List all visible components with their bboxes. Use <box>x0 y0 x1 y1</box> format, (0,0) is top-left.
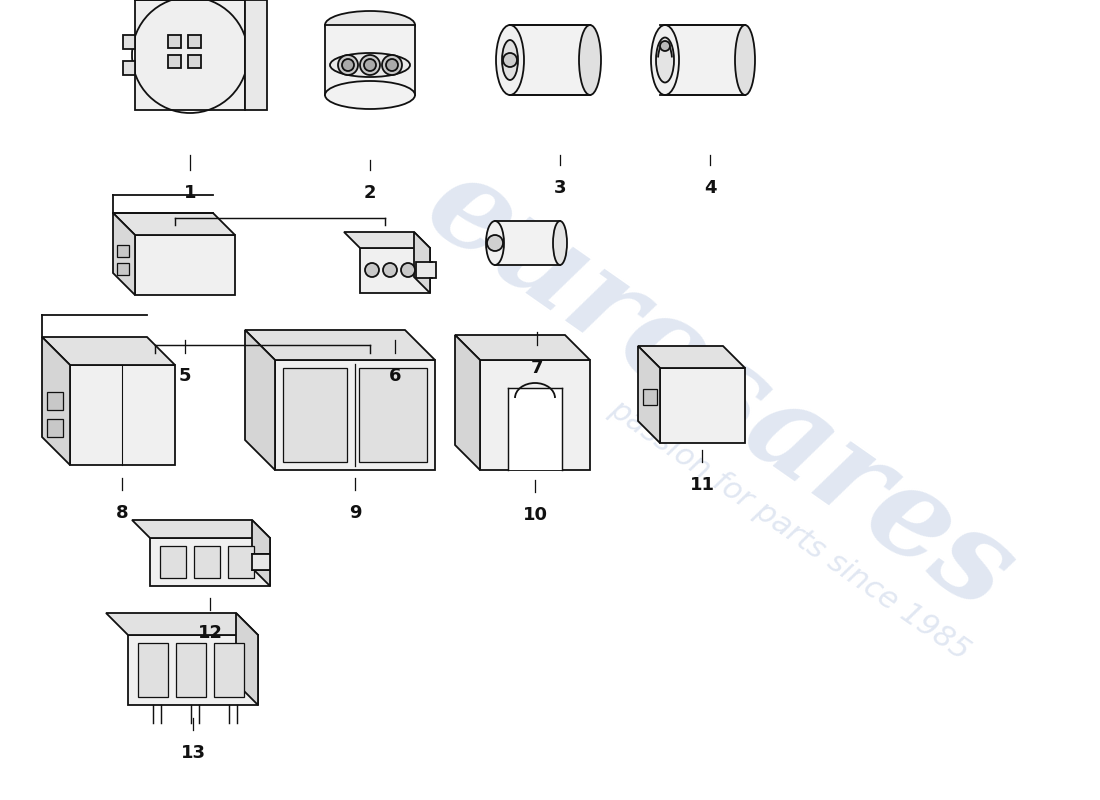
Bar <box>194 546 220 578</box>
Bar <box>168 55 182 68</box>
Polygon shape <box>106 613 258 635</box>
Ellipse shape <box>324 11 415 39</box>
Polygon shape <box>638 346 745 368</box>
Polygon shape <box>344 232 430 248</box>
Circle shape <box>360 55 379 75</box>
Bar <box>117 245 129 257</box>
Bar <box>252 554 270 570</box>
Bar <box>123 61 135 75</box>
Bar <box>660 368 745 443</box>
Polygon shape <box>455 335 480 470</box>
Circle shape <box>402 263 415 277</box>
Polygon shape <box>113 213 135 295</box>
Ellipse shape <box>656 38 674 82</box>
Text: 5: 5 <box>178 367 191 385</box>
Text: 1: 1 <box>184 184 196 202</box>
Bar <box>666 25 745 95</box>
Polygon shape <box>455 335 590 360</box>
Ellipse shape <box>651 25 679 95</box>
Bar <box>135 0 245 110</box>
Ellipse shape <box>486 221 504 265</box>
Circle shape <box>386 59 398 71</box>
Text: 7: 7 <box>530 359 543 377</box>
Bar <box>168 35 182 48</box>
Circle shape <box>487 235 503 251</box>
Bar <box>70 365 175 465</box>
Bar <box>324 25 415 95</box>
Bar <box>510 25 590 95</box>
Circle shape <box>342 59 354 71</box>
Text: eurosares: eurosares <box>404 143 1036 637</box>
Polygon shape <box>42 337 70 465</box>
Circle shape <box>382 55 402 75</box>
Text: 8: 8 <box>116 504 129 522</box>
Bar <box>283 368 346 462</box>
Polygon shape <box>113 213 235 235</box>
Text: 13: 13 <box>180 744 206 762</box>
Bar <box>228 546 254 578</box>
Polygon shape <box>132 520 270 538</box>
Ellipse shape <box>579 25 601 95</box>
Polygon shape <box>414 232 430 293</box>
Circle shape <box>364 59 376 71</box>
Bar <box>245 0 267 110</box>
Polygon shape <box>638 346 660 443</box>
Bar <box>359 368 427 462</box>
Polygon shape <box>245 330 275 470</box>
Polygon shape <box>252 520 270 586</box>
Polygon shape <box>245 330 434 360</box>
Bar <box>188 55 201 68</box>
Ellipse shape <box>553 221 566 265</box>
Bar <box>117 263 129 275</box>
Polygon shape <box>42 337 175 365</box>
Circle shape <box>660 41 670 51</box>
Bar <box>495 221 560 265</box>
Bar <box>644 389 657 405</box>
Polygon shape <box>236 613 258 705</box>
Ellipse shape <box>735 25 755 95</box>
Ellipse shape <box>324 81 415 109</box>
Bar <box>508 388 562 470</box>
Bar <box>160 546 186 578</box>
Text: 11: 11 <box>690 476 715 494</box>
Text: 10: 10 <box>522 506 548 524</box>
Bar <box>416 262 436 278</box>
Circle shape <box>338 55 358 75</box>
Bar <box>123 35 135 49</box>
Bar <box>360 248 430 293</box>
Bar <box>188 35 201 48</box>
Ellipse shape <box>496 25 524 95</box>
Text: 12: 12 <box>198 624 222 642</box>
Bar <box>128 635 258 705</box>
Text: 9: 9 <box>349 504 361 522</box>
Bar <box>275 360 434 470</box>
Circle shape <box>503 53 517 67</box>
Text: 4: 4 <box>704 179 716 197</box>
Bar <box>150 538 270 586</box>
Circle shape <box>383 263 397 277</box>
Text: 3: 3 <box>553 179 566 197</box>
Bar <box>138 643 168 697</box>
Bar <box>214 643 244 697</box>
Bar <box>176 643 206 697</box>
Text: 6: 6 <box>388 367 401 385</box>
Bar <box>135 235 235 295</box>
Text: passion for parts since 1985: passion for parts since 1985 <box>605 394 976 666</box>
Bar <box>47 392 63 410</box>
Ellipse shape <box>502 40 518 80</box>
Ellipse shape <box>330 53 410 77</box>
Bar <box>47 419 63 437</box>
Text: 2: 2 <box>364 184 376 202</box>
Bar <box>480 360 590 470</box>
Circle shape <box>365 263 380 277</box>
